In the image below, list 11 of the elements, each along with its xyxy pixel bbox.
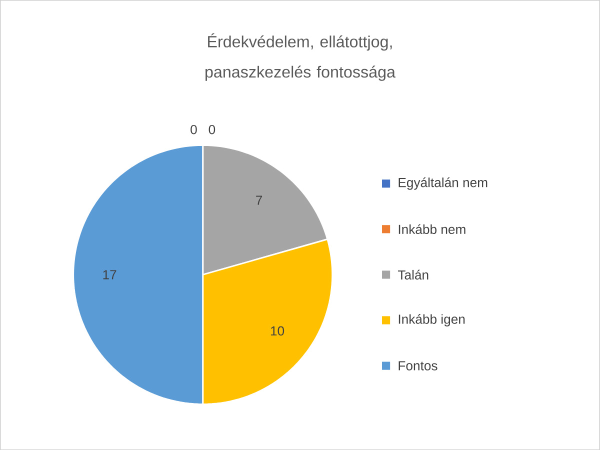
legend-label: Egyáltalán nem: [398, 177, 488, 190]
legend-label: Inkább nem: [398, 224, 466, 234]
legend-label: Talán: [398, 270, 428, 280]
legend-label: Inkább igen: [398, 314, 465, 326]
data-label: 17: [103, 270, 116, 280]
chart-title: Érdekvédelem, ellátottjog, panaszkezelés fontossága: [206, 33, 396, 81]
text: 0: [208, 124, 216, 134]
data-label: 7: [256, 196, 262, 205]
text: 0: [190, 124, 197, 134]
data-label: 10: [270, 326, 284, 336]
legend-label: Fontos: [398, 361, 438, 370]
